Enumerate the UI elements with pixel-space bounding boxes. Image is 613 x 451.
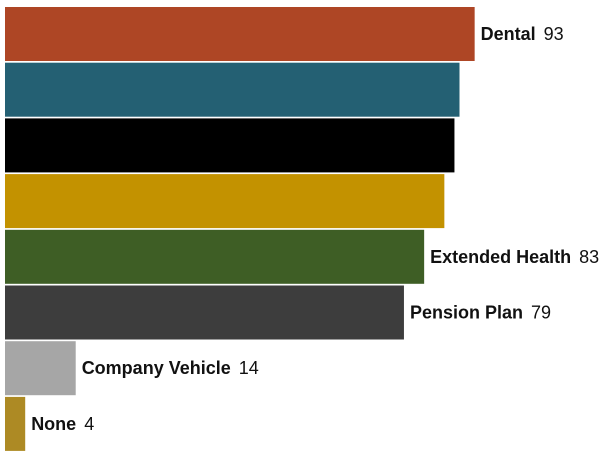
bar-company-vehicle <box>5 341 76 396</box>
bar-category-label: Dental <box>481 24 536 44</box>
bar-value-label: 4 <box>84 414 94 434</box>
bar-label-7: None 4 <box>31 414 94 434</box>
bar-category-label: None <box>31 414 76 434</box>
bar-none <box>5 396 26 451</box>
bar-unlabeled-1 <box>5 62 460 117</box>
bar-category-label: Company Vehicle <box>82 358 231 378</box>
bar-label-6: Company Vehicle 14 <box>82 358 259 378</box>
bar-value-label: 79 <box>531 303 551 323</box>
bar-category-label: Extended Health <box>430 247 571 267</box>
bar-dental <box>5 7 475 61</box>
bar-value-label: 83 <box>579 247 599 267</box>
bar-pension-plan <box>5 285 404 340</box>
bar-label-5: Pension Plan 79 <box>410 303 551 323</box>
bar-value-label: 14 <box>239 358 259 378</box>
bar-unlabeled-2 <box>5 118 455 173</box>
bar-value-label: 93 <box>544 24 564 44</box>
bar-label-0: Dental 93 <box>481 24 564 44</box>
bar-label-4: Extended Health 83 <box>430 247 599 267</box>
bar-unlabeled-3 <box>5 174 445 229</box>
bar-extended-health <box>5 229 425 284</box>
bar-category-label: Pension Plan <box>410 303 523 323</box>
